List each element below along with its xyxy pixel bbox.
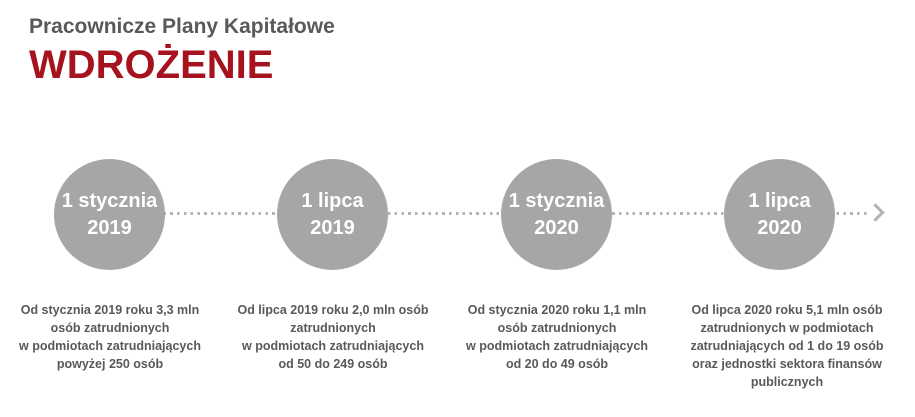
milestone-description-3: Od stycznia 2020 roku 1,1 mln osób zatru… [466,303,648,371]
milestone-description-1: Od stycznia 2019 roku 3,3 mln osób zatru… [19,303,201,371]
timeline-dotted-connector [109,212,869,215]
arrow-right-icon [866,203,885,222]
page-subtitle: Pracownicze Plany Kapitałowe [29,15,335,38]
milestone-description-2: Od lipca 2019 roku 2,0 mln osób zatrudni… [237,303,429,371]
milestone-circle-2: 1 lipca 2019 [277,159,388,270]
milestone-description-4: Od lipca 2020 roku 5,1 mln osób zatrudni… [690,303,884,389]
milestone-circle-1: 1 stycznia 2019 [54,159,165,270]
page-title: WDROŻENIE [29,43,274,87]
milestone-circle-3: 1 stycznia 2020 [501,159,612,270]
milestone-circle-4: 1 lipca 2020 [724,159,835,270]
header: Pracownicze Plany Kapitałowe WDROŻENIE [29,13,335,89]
